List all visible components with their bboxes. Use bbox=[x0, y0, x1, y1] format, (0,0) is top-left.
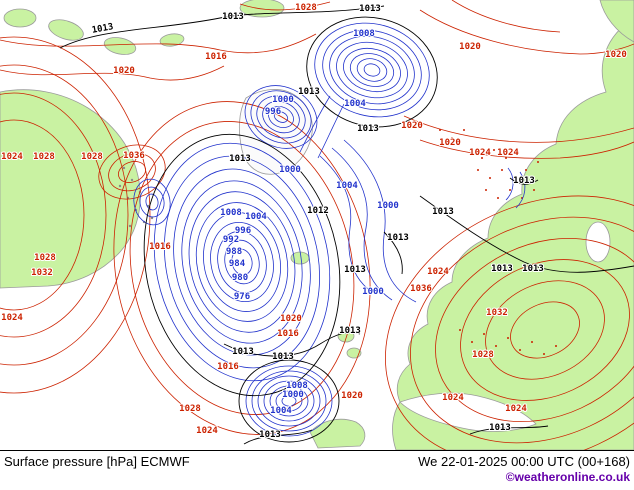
isobar-label: 1000 bbox=[377, 201, 399, 211]
isobar-label: 1028 bbox=[295, 3, 317, 13]
isobar-label: 1020 bbox=[459, 42, 481, 52]
footer-bar: Surface pressure [hPa] ECMWF We 22-01-20… bbox=[0, 450, 634, 490]
isobar-label: 1028 bbox=[179, 404, 201, 414]
arctic-island bbox=[239, 0, 285, 18]
isobar-label: 1016 bbox=[149, 242, 171, 252]
isobar-label: 984 bbox=[229, 259, 246, 269]
british-isles bbox=[346, 347, 362, 359]
mediterranean-sea bbox=[399, 392, 537, 432]
surface-pressure-map: 1013 1013 1013 1013 1013 1013 1012 1013 1013 1013… bbox=[0, 0, 634, 450]
isobar-label: 1024 bbox=[497, 148, 519, 158]
isobar-label: 1024 bbox=[505, 404, 527, 414]
isobar-label: 1004 bbox=[270, 406, 292, 416]
isobars-low bbox=[133, 22, 526, 437]
landmass-north-america bbox=[0, 89, 141, 289]
isobar-label: 1036 bbox=[123, 151, 145, 161]
isobar-label: 1028 bbox=[81, 152, 103, 162]
landmass-eurasia-africa bbox=[392, 17, 634, 450]
arctic-island bbox=[159, 33, 185, 47]
isobar-label: 1013 bbox=[272, 352, 294, 362]
isobar-label: 1008 bbox=[286, 381, 308, 391]
isobar-label: 1004 bbox=[344, 99, 366, 109]
isobar-label: 980 bbox=[232, 273, 248, 283]
arctic-island bbox=[48, 19, 84, 41]
isobar-label: 1024 bbox=[1, 152, 23, 162]
isobars-high bbox=[0, 0, 634, 450]
isobar-label: 992 bbox=[223, 235, 239, 245]
isobar-label: 1016 bbox=[217, 362, 239, 372]
isobar-label: 1004 bbox=[336, 181, 358, 191]
isobar-label: 1013 bbox=[387, 233, 409, 243]
isobar-label: 1000 bbox=[272, 95, 294, 105]
isobar-label: 1008 bbox=[220, 208, 242, 218]
isobar-label: 1000 bbox=[362, 287, 384, 297]
isobar-label: 1012 bbox=[307, 206, 329, 216]
isobar-label: 1013 bbox=[489, 423, 511, 433]
isobar-labels-layer: 1013 1013 1013 1013 1013 1013 1012 1013 1013 1013… bbox=[0, 2, 628, 441]
isobar-label: 1013 bbox=[91, 22, 114, 36]
isobar-label: 1013 bbox=[491, 264, 513, 274]
isobar-label: 1024 bbox=[1, 313, 23, 323]
pressure-map-svg: 1013 1013 1013 1013 1013 1013 1012 1013 1013 1013… bbox=[0, 0, 634, 450]
isobar-1013 bbox=[59, 5, 634, 445]
isobar-label: 1013 bbox=[357, 124, 379, 134]
terrain-speckles bbox=[118, 129, 557, 355]
isobar-label: 988 bbox=[226, 247, 242, 257]
isobar-label: 1013 bbox=[259, 430, 281, 440]
isobar-label: 1020 bbox=[605, 50, 627, 60]
isobar-label: 1013 bbox=[344, 265, 366, 275]
isobar-label: 1020 bbox=[113, 66, 135, 76]
isobar-label: 1020 bbox=[401, 121, 423, 131]
isobar-label: 1013 bbox=[359, 4, 381, 14]
isobar-label: 1024 bbox=[196, 426, 218, 436]
isobar-label: 1032 bbox=[486, 308, 508, 318]
arctic-island bbox=[3, 8, 37, 28]
map-title: Surface pressure [hPa] ECMWF bbox=[4, 454, 190, 469]
isobar-label: 1013 bbox=[432, 207, 454, 217]
map-datetime: We 22-01-2025 00:00 UTC (00+168) bbox=[418, 454, 630, 469]
iberia bbox=[309, 418, 366, 449]
isobar-label: 1016 bbox=[277, 329, 299, 339]
isobar-label: 1028 bbox=[472, 350, 494, 360]
isobar-label: 1020 bbox=[280, 314, 302, 324]
isobar-label: 1013 bbox=[298, 87, 320, 97]
isobar-label: 1024 bbox=[442, 393, 464, 403]
isobar-label: 1016 bbox=[205, 52, 227, 62]
isobar-label: 1032 bbox=[31, 268, 53, 278]
land-layer bbox=[0, 0, 634, 450]
arctic-island bbox=[103, 37, 137, 55]
isobar-label: 1013 bbox=[232, 347, 254, 357]
isobar-label: 1013 bbox=[513, 176, 535, 186]
isobar-label: 1028 bbox=[34, 253, 56, 263]
landmass-corner-ne bbox=[599, 0, 634, 43]
isobar-label: 996 bbox=[265, 107, 281, 117]
isobar-label: 1013 bbox=[222, 12, 244, 22]
isobar-label: 1020 bbox=[341, 391, 363, 401]
copyright-text: ©weatheronline.co.uk bbox=[505, 470, 630, 484]
isobar-label: 1024 bbox=[427, 267, 449, 277]
isobar-label: 996 bbox=[235, 226, 251, 236]
isobar-label: 976 bbox=[234, 292, 250, 302]
greenland bbox=[238, 89, 313, 175]
isobar-label: 1000 bbox=[282, 390, 304, 400]
isobar-label: 1020 bbox=[439, 138, 461, 148]
isobar-label: 1004 bbox=[245, 212, 267, 222]
isobar-label: 1008 bbox=[353, 29, 375, 39]
isobar-label: 1013 bbox=[339, 326, 361, 336]
isobar-label: 1028 bbox=[33, 152, 55, 162]
isobar-label: 1036 bbox=[410, 284, 432, 294]
isobar-label: 1013 bbox=[229, 154, 251, 164]
isobar-label: 1013 bbox=[522, 264, 544, 274]
british-isles bbox=[337, 329, 355, 343]
isobar-label: 1000 bbox=[279, 165, 301, 175]
isobar-label: 1024 bbox=[469, 148, 491, 158]
